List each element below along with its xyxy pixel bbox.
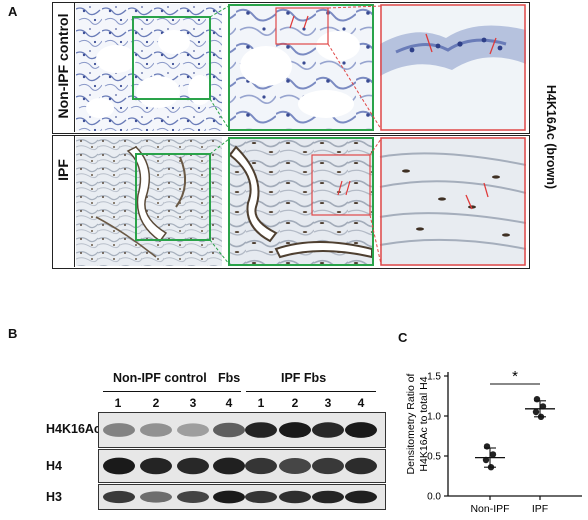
y-axis-label-line1: Densitometry Ratio of <box>405 373 417 474</box>
y-axis-label-line2: H4K16Ac to total H4 <box>418 376 430 471</box>
blot-band <box>177 491 209 503</box>
blot-band <box>140 423 172 437</box>
blot-strip-h3 <box>98 484 386 510</box>
row-frame-ipf <box>52 135 530 269</box>
y-tick-label: 0.0 <box>427 492 441 503</box>
group-rule-non-ipf <box>103 391 241 392</box>
blot-band <box>213 457 245 475</box>
x-tick-label: IPF <box>532 503 548 515</box>
row-label-box-non-ipf <box>52 2 75 132</box>
blot-band <box>279 422 311 438</box>
blot-band <box>312 422 344 438</box>
group-rule-ipf <box>246 391 376 392</box>
blot-band <box>245 422 277 438</box>
panel-b-label: B <box>8 326 18 341</box>
panel-a-label: A <box>8 4 18 19</box>
row-label-non-ipf: Non-IPF control <box>55 13 71 119</box>
blot-band <box>177 457 209 475</box>
blot-band <box>345 422 377 438</box>
row-label-box-ipf <box>52 135 75 267</box>
row-frame-non-ipf <box>52 2 530 134</box>
lane-number: 4 <box>357 396 365 410</box>
panel-c-label: C <box>398 330 408 345</box>
y-tick-label: 0.5 <box>427 452 441 463</box>
blot-band <box>245 490 277 504</box>
blot-label-h4k16ac: H4K16Ac <box>46 422 101 436</box>
lane-number: 1 <box>114 396 122 410</box>
group-label-fbs: Fbs <box>218 371 241 385</box>
blot-band <box>177 423 209 437</box>
data-point <box>533 396 541 403</box>
micrograph-ipf <box>76 137 526 266</box>
group-label-non-ipf: Non-IPF control <box>113 371 207 385</box>
lane-number: 3 <box>324 396 332 410</box>
lane-number: 3 <box>189 396 197 410</box>
data-point <box>489 451 497 458</box>
blot-band <box>279 458 311 474</box>
blot-label-h4: H4 <box>46 459 62 473</box>
blot-strip-h4 <box>98 449 386 483</box>
densitometry-chart: Densitometry Ratio of H4K16Ac to total H… <box>405 368 582 515</box>
blot-band <box>312 490 344 504</box>
lane-number: 2 <box>152 396 160 410</box>
lane-number: 1 <box>257 396 265 410</box>
y-tick-label: 1.0 <box>427 412 441 423</box>
stain-label: H4K16Ac (brown) <box>544 84 558 190</box>
data-point <box>482 456 490 464</box>
significance-star: * <box>512 368 518 385</box>
blot-band <box>103 423 135 437</box>
blot-band <box>140 491 172 503</box>
blot-band <box>103 490 135 504</box>
blot-band <box>213 490 245 504</box>
y-tick-label: 1.5 <box>427 372 441 383</box>
data-point <box>532 408 540 416</box>
blot-band <box>312 457 344 475</box>
blot-band <box>245 457 277 475</box>
blot-label-h3: H3 <box>46 490 62 504</box>
blot-band <box>103 457 135 475</box>
lane-number: 2 <box>291 396 299 410</box>
x-tick-label: Non-IPF <box>470 503 509 515</box>
blot-band <box>140 457 172 475</box>
blot-band <box>345 457 377 475</box>
data-point <box>539 403 547 410</box>
micrograph-non-ipf <box>76 4 526 131</box>
blot-band <box>345 490 377 504</box>
blot-band <box>213 422 245 438</box>
row-label-ipf: IPF <box>55 159 71 181</box>
lane-number: 4 <box>225 396 233 410</box>
blot-band <box>279 490 311 504</box>
group-label-ipf: IPF Fbs <box>281 371 327 385</box>
blot-strip-h4k16ac <box>98 412 386 448</box>
data-point <box>483 443 491 450</box>
